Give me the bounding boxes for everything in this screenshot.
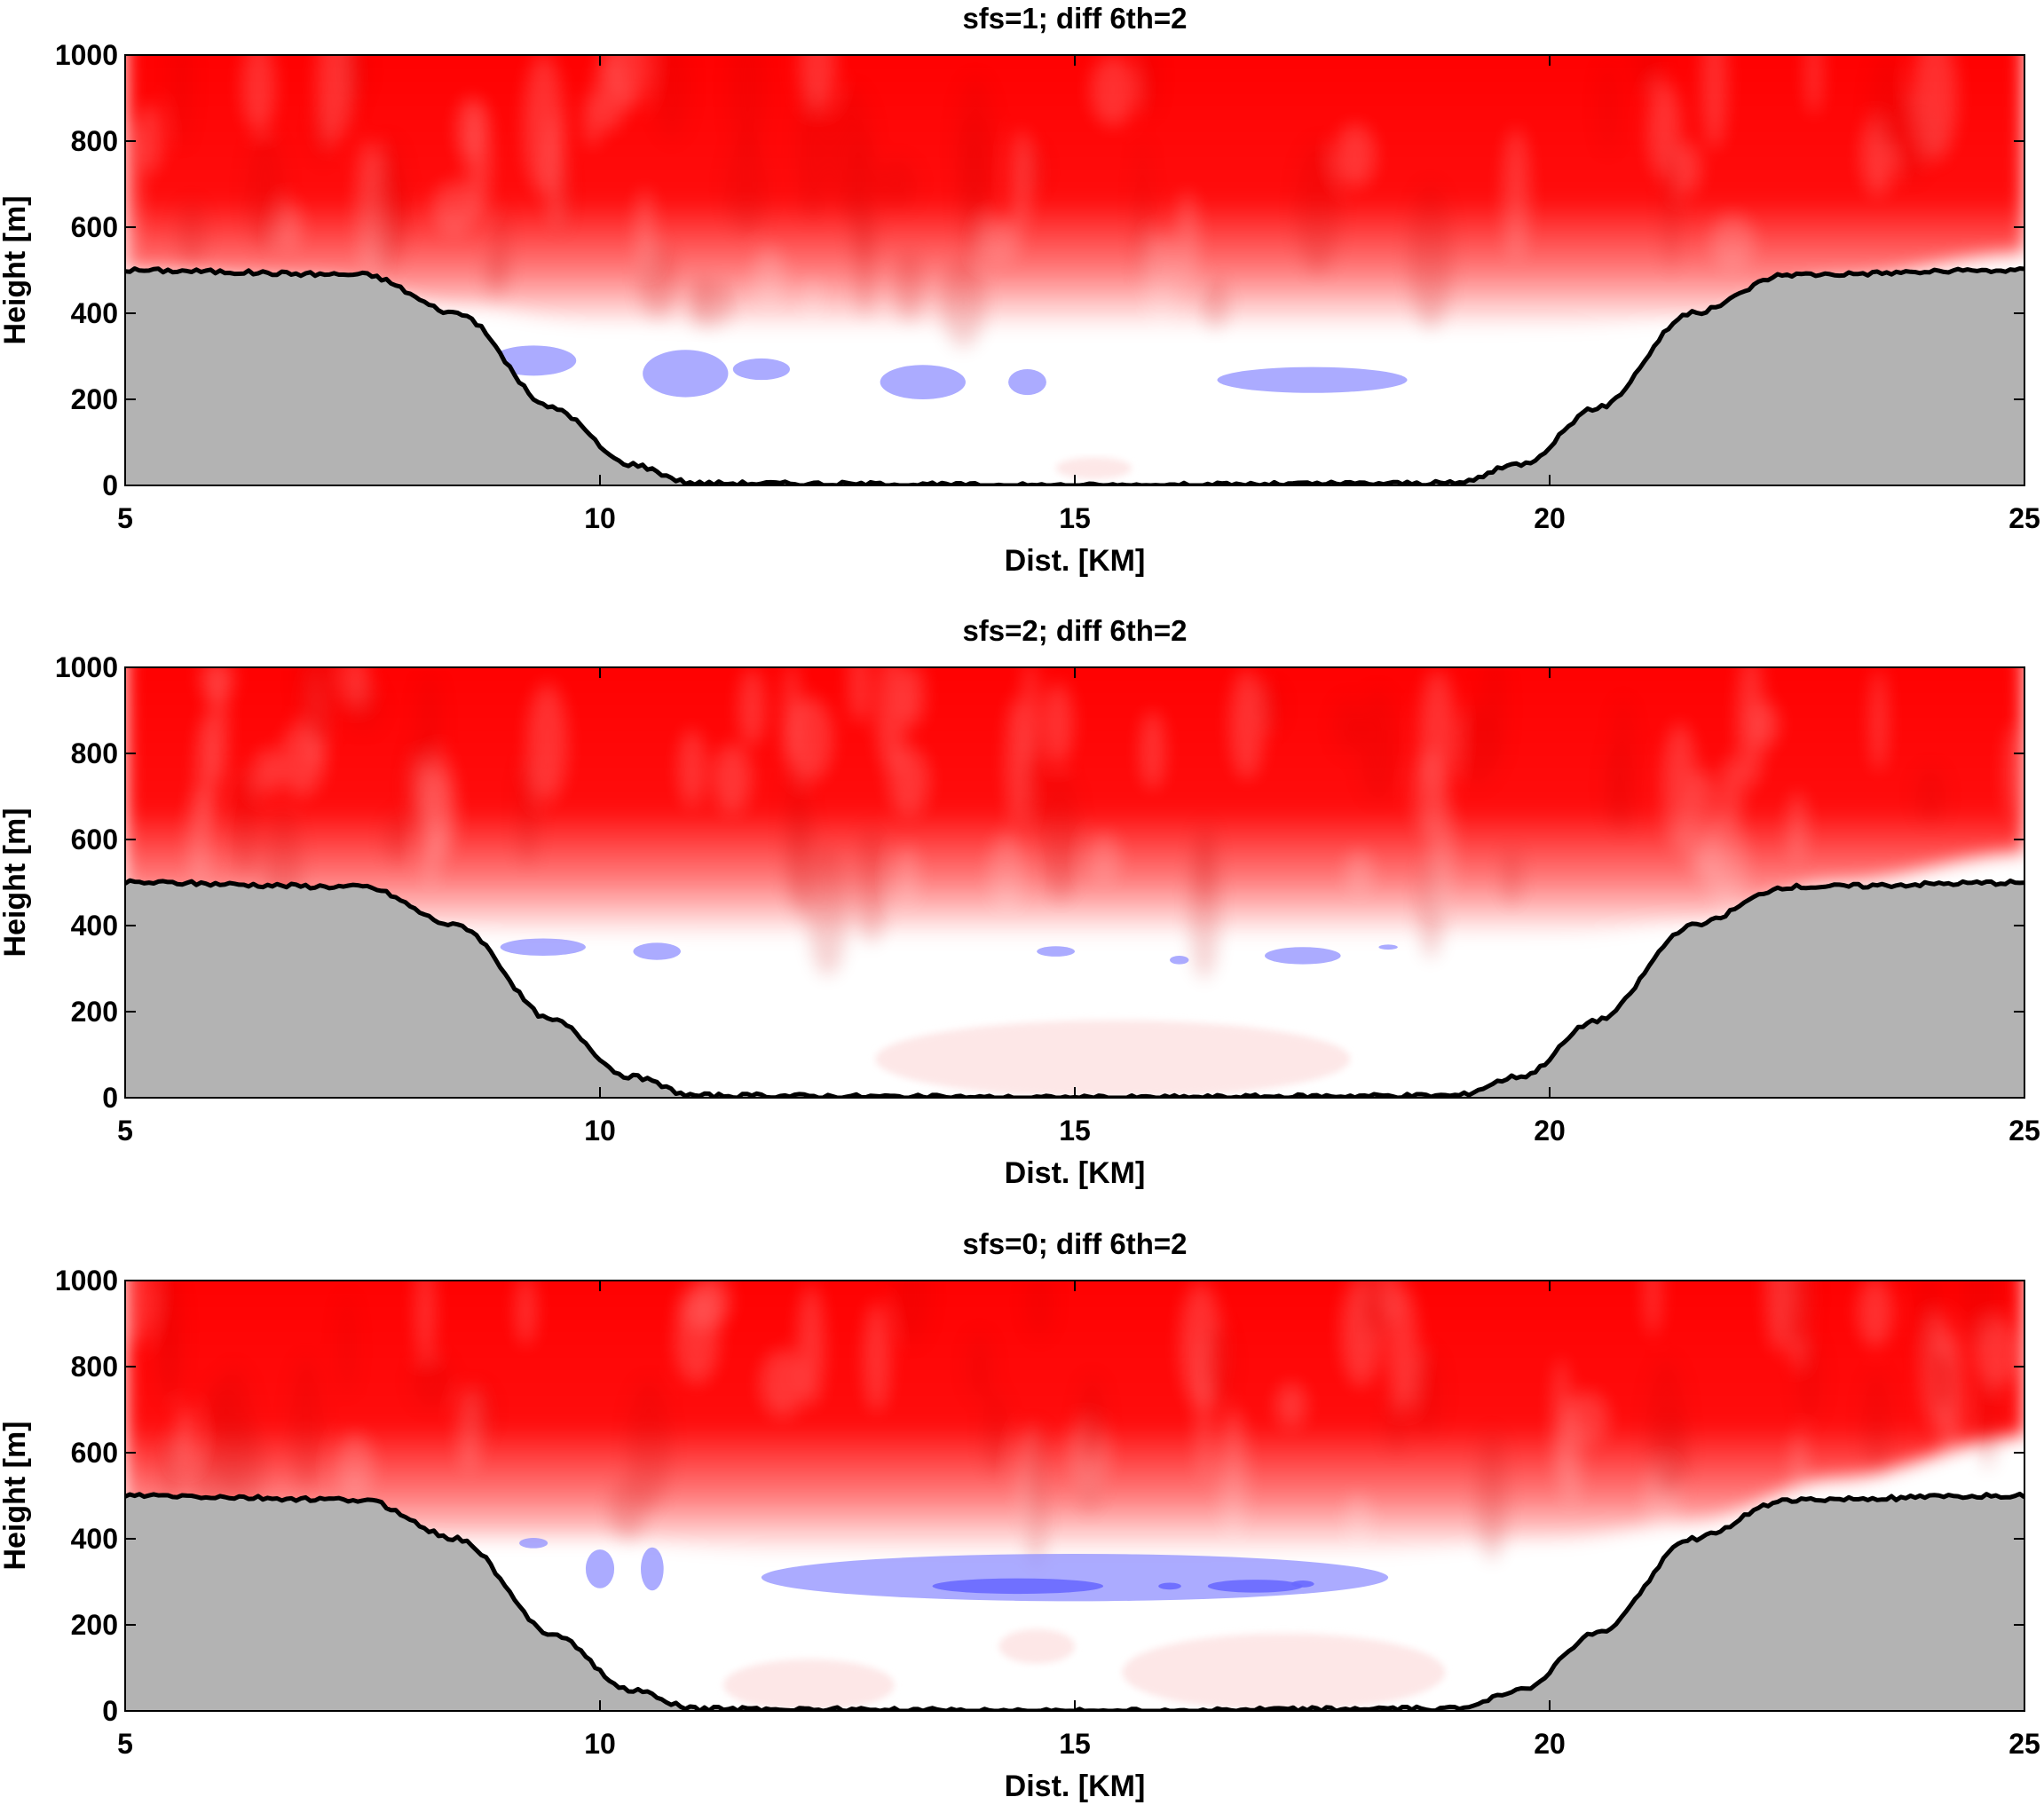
x-tick-label: 15 [1059,1115,1091,1147]
negative-region [641,1547,664,1591]
negative-region [932,1578,1104,1595]
negative-region [880,365,966,399]
x-tick-label: 5 [117,1115,133,1147]
panel-2: 5 10 15 20 25 0 200 400 600 800 1000 sfs=2; diff 6t… [0,614,2040,1190]
chart-title: sfs=0; diff 6th=2 [962,1227,1187,1260]
negative-region [1037,946,1075,957]
x-tick-label: 5 [117,502,133,534]
chart-title: sfs=1; diff 6th=2 [962,2,1187,35]
y-axis-label: Height [m] [0,195,32,344]
y-tick-label: 1000 [55,39,118,71]
x-tick-label: 10 [584,502,616,534]
y-tick-label: 200 [71,996,118,1028]
weak-positive-region [875,1020,1351,1098]
negative-region [1158,1582,1181,1590]
positive-texture [125,55,1958,348]
y-tick-label: 600 [71,211,118,243]
x-tick-label: 20 [1534,1728,1566,1760]
x-tick-label: 25 [2008,502,2040,534]
negative-region [633,942,681,960]
panel-3: 5 10 15 20 25 0 200 400 600 800 1000 sfs=0; diff 6t… [0,1227,2040,1803]
plot-area [125,55,2024,485]
negative-region [519,1538,548,1549]
y-tick-label: 0 [102,1082,118,1114]
x-tick-label: 10 [584,1728,616,1760]
terrain [125,880,2024,1098]
y-tick-label: 400 [71,297,118,329]
terrain-outline [125,266,2024,485]
y-axis-label: Height [m] [0,1421,32,1570]
y-tick-label: 600 [71,1437,118,1469]
plot-area [125,1281,2024,1711]
negative-region [1217,367,1408,393]
negative-region [500,938,586,956]
negative-region [732,358,791,381]
terrain-outline [125,1491,2024,1711]
y-axis-label: Height [m] [0,808,32,957]
x-tick-label: 25 [2008,1728,2040,1760]
x-tick-label: 20 [1534,502,1566,534]
x-tick-label: 15 [1059,502,1091,534]
negative-region [1265,947,1341,965]
negative-region [1008,369,1046,396]
positive-region [125,55,2024,331]
terrain [125,1494,2024,1711]
y-tick-label: 600 [71,824,118,855]
x-tick-label: 5 [117,1728,133,1760]
weak-positive-region [1055,457,1132,479]
weak-positive-region [723,1659,895,1711]
y-tick-label: 0 [102,469,118,501]
negative-region [643,350,729,398]
y-tick-label: 200 [71,1609,118,1641]
negative-region [1290,1580,1314,1588]
positive-texture [186,667,2024,980]
negative-region [1207,1580,1303,1593]
x-tick-label: 10 [584,1115,616,1147]
y-tick-label: 800 [71,1351,118,1383]
weak-positive-region [998,1628,1075,1664]
x-axis-label: Dist. [KM] [1005,1770,1146,1803]
y-tick-label: 800 [71,737,118,769]
x-tick-label: 15 [1059,1728,1091,1760]
negative-region [761,1553,1389,1602]
x-axis-label: Dist. [KM] [1005,544,1146,578]
y-tick-label: 200 [71,383,118,415]
y-tick-label: 1000 [55,1265,118,1297]
terrain [125,268,2024,485]
panel-1: 5 10 15 20 25 0 200 400 600 800 1000 sfs=1; diff 6t… [0,2,2040,578]
plot-area [125,667,2024,1098]
positive-region [125,1281,2024,1557]
negative-region [585,1549,615,1588]
negative-region [1378,944,1398,950]
negative-region [1170,955,1189,965]
y-tick-label: 1000 [55,651,118,683]
y-tick-label: 400 [71,1523,118,1555]
x-tick-label: 25 [2008,1115,2040,1147]
weak-positive-region [1122,1633,1446,1711]
y-tick-label: 400 [71,910,118,942]
y-tick-label: 0 [102,1695,118,1727]
chart-title: sfs=2; diff 6th=2 [962,614,1187,647]
x-tick-label: 20 [1534,1115,1566,1147]
x-axis-label: Dist. [KM] [1005,1156,1146,1190]
y-tick-label: 800 [71,125,118,157]
